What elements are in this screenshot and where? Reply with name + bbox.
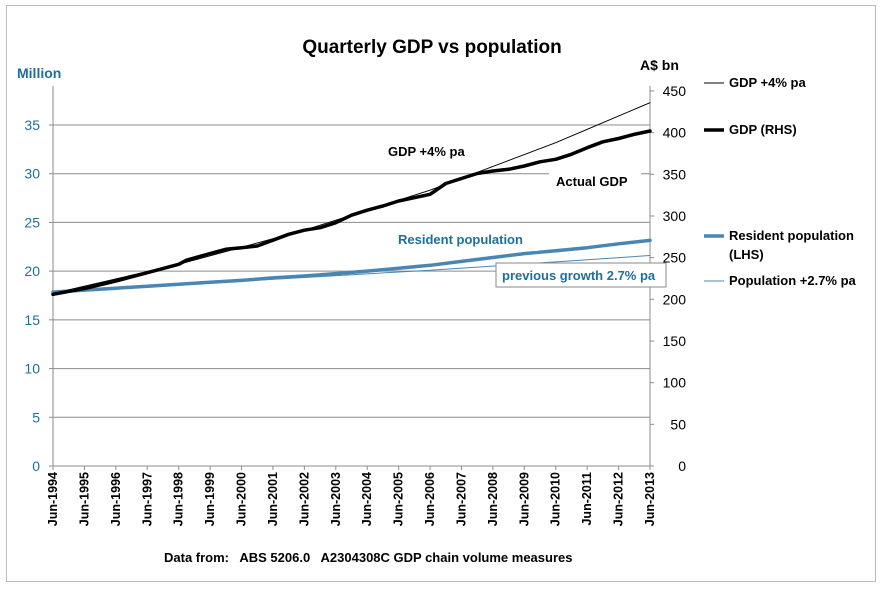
- x-tick-label-9: Jun-2003: [329, 472, 343, 526]
- left-tick-label-1: 5: [32, 409, 40, 425]
- x-tick-label-4: Jun-1998: [172, 472, 186, 526]
- right-tick-label-0: 0: [678, 458, 686, 474]
- legend-label-population-line2: (LHS): [729, 247, 764, 262]
- source-note: Data from: ABS 5206.0 A2304308C GDP chai…: [164, 550, 572, 565]
- left-tick-label-0: 0: [32, 458, 40, 474]
- annotation-actual-gdp: Actual GDP: [549, 168, 641, 192]
- series-line-resident-population-lhs: [51, 238, 652, 294]
- x-tick-label-10: Jun-2004: [360, 472, 374, 526]
- x-tick-label-19: Jun-2013: [643, 472, 657, 526]
- right-tick-label-7: 350: [663, 166, 687, 182]
- x-tick-label-7: Jun-2001: [266, 472, 280, 526]
- x-tick-label-11: Jun-2005: [392, 472, 406, 526]
- svg-text:GDP +4% pa: GDP +4% pa: [388, 144, 465, 159]
- x-tick-label-16: Jun-2010: [549, 472, 563, 526]
- x-tick-label-5: Jun-1999: [203, 472, 217, 526]
- chart-frame: [6, 5, 876, 582]
- left-tick-label-6: 30: [24, 166, 40, 182]
- x-tick-label-15: Jun-2009: [517, 472, 531, 526]
- right-tick-label-8: 400: [663, 125, 687, 141]
- annotation-previous-growth: previous growth 2.7% pa: [495, 262, 667, 288]
- left-tick-labels: 0 5 10 15 20 25 30 35: [24, 117, 53, 474]
- right-tick-label-2: 100: [663, 375, 687, 391]
- right-tick-label-4: 200: [663, 291, 687, 307]
- x-tick-label-0: Jun-1994: [46, 472, 60, 526]
- x-tick-label-13: Jun-2007: [454, 472, 468, 526]
- right-tick-label-9: 450: [663, 83, 687, 99]
- left-tick-label-5: 25: [24, 214, 40, 230]
- right-tick-label-5: 250: [663, 250, 687, 266]
- legend-label-gdp: GDP (RHS): [729, 122, 797, 137]
- legend-label-gdp-4pct: GDP +4% pa: [729, 75, 806, 90]
- svg-text:previous growth 2.7% pa: previous growth 2.7% pa: [502, 268, 656, 283]
- x-tick-label-6: Jun-2000: [235, 472, 249, 526]
- y-left-axis-label: Million: [17, 65, 61, 81]
- right-tick-label-6: 300: [663, 208, 687, 224]
- left-tick-label-7: 35: [24, 117, 40, 133]
- annotation-gdp-4pct: GDP +4% pa: [382, 139, 475, 161]
- x-tick-labels: Jun-1994 Jun-1995 Jun-1996 Jun-1997 Jun-1998…: [46, 466, 657, 526]
- chart-title: Quarterly GDP vs population: [302, 37, 561, 58]
- legend: GDP +4% pa GDP (RHS) Resident population…: [704, 75, 857, 288]
- series-lines: [51, 102, 652, 297]
- svg-text:Actual GDP: Actual GDP: [556, 174, 628, 189]
- series-line-gdp-rhs: [51, 129, 652, 297]
- y-right-axis-label: A$ bn: [640, 57, 679, 73]
- x-tick-label-3: Jun-1997: [140, 472, 154, 526]
- x-tick-label-12: Jun-2006: [423, 472, 437, 526]
- svg-text:Resident population: Resident population: [398, 232, 523, 247]
- x-tick-label-2: Jun-1996: [109, 472, 123, 526]
- x-tick-label-17: Jun-2011: [580, 472, 594, 526]
- legend-label-population: Resident population: [729, 228, 854, 243]
- right-tick-labels: 0 50 100 150 200 250 300 350 400 450: [650, 83, 686, 474]
- x-tick-label-14: Jun-2008: [486, 472, 500, 526]
- left-tick-label-3: 15: [24, 312, 40, 328]
- left-tick-label-4: 20: [24, 263, 40, 279]
- left-tick-label-2: 10: [24, 361, 40, 377]
- x-tick-label-1: Jun-1995: [77, 472, 91, 526]
- legend-label-population-2-7pct: Population +2.7% pa: [729, 273, 857, 288]
- right-tick-label-1: 50: [670, 416, 686, 432]
- x-tick-label-18: Jun-2012: [612, 472, 626, 526]
- x-tick-label-8: Jun-2002: [297, 472, 311, 526]
- annotation-resident-population: Resident population: [393, 227, 538, 251]
- right-tick-label-3: 150: [663, 333, 687, 349]
